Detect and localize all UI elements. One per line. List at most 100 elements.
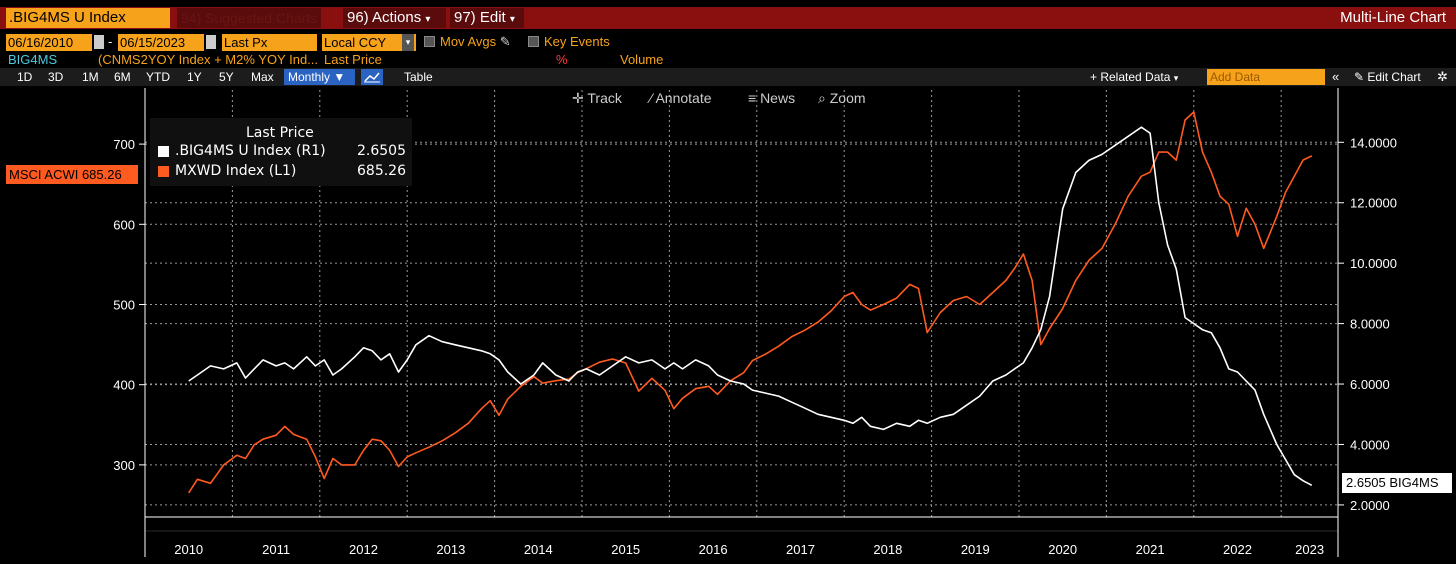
legend-swatch-big4ms (158, 146, 169, 157)
mov-avgs-toggle[interactable]: Mov Avgs ✎ (424, 34, 511, 50)
chevron-down-icon: ▾ (425, 14, 431, 25)
table-button[interactable]: Table (404, 70, 433, 84)
field-selector[interactable]: Last Px (222, 34, 317, 51)
x-tick-label: 2014 (524, 542, 553, 557)
series-lines (188, 111, 1313, 494)
currency-selector[interactable]: Local CCY ▾ (322, 34, 416, 51)
x-tick-label: 2021 (1136, 542, 1165, 557)
legend-value-big4ms: 2.6505 (357, 143, 406, 159)
edit-label: 97) Edit (454, 9, 506, 26)
collapse-icon[interactable]: « (1332, 69, 1340, 84)
period-ytd[interactable]: YTD (146, 70, 170, 84)
series-field[interactable]: Last Price (324, 52, 382, 67)
x-tick-label: 2011 (262, 542, 290, 557)
edit-chart-label: Edit Chart (1367, 70, 1421, 84)
left-tick-label: 600 (113, 217, 135, 232)
x-tick-label: 2019 (961, 542, 990, 557)
actions-menu[interactable]: 96) Actions ▾ (343, 8, 446, 28)
zoom-button[interactable]: ⌕ Zoom (818, 90, 866, 107)
x-tick-label: 2018 (873, 542, 902, 557)
zoom-label: Zoom (829, 90, 866, 106)
track-label: Track (587, 90, 622, 106)
period-1y[interactable]: 1Y (187, 70, 202, 84)
right-tick-label: 12.0000 (1350, 196, 1397, 211)
chart-legend[interactable]: Last Price .BIG4MS U Index (R1) 2.6505 M… (150, 118, 412, 186)
related-data-button[interactable]: + Related Data ▾ (1090, 68, 1178, 86)
legend-swatch-mxwd (158, 166, 169, 177)
left-tick-label: 400 (113, 378, 135, 393)
period-1d[interactable]: 1D (17, 70, 33, 84)
tick-labels: 2010 2011 2012 2013 2014 2015 2016 2017 2018 2019… (113, 135, 1397, 557)
legend-label-mxwd: MXWD Index (L1) (175, 163, 297, 179)
series-name[interactable]: BIG4MS (8, 52, 58, 67)
chevron-down-icon: ▼ (333, 70, 346, 84)
calendar-icon[interactable] (206, 35, 216, 49)
x-tick-label: 2016 (699, 542, 728, 557)
big4ms-last-value-flag: 2.6505 BIG4MS (1342, 473, 1452, 493)
right-tick-label: 14.0000 (1350, 135, 1397, 150)
ticker-input[interactable]: .BIG4MS U Index (6, 8, 170, 28)
right-tick-label: 8.0000 (1350, 317, 1390, 332)
right-tick-label: 6.0000 (1350, 377, 1390, 392)
left-tick-label: 300 (113, 458, 135, 473)
period-5y[interactable]: 5Y (219, 70, 234, 84)
news-button[interactable]: ≡ News (748, 90, 795, 106)
calendar-icon[interactable] (94, 35, 104, 49)
currency-label: Local CCY (324, 35, 387, 50)
start-date-field[interactable]: 06/16/2010 (6, 34, 92, 51)
actions-label: 96) Actions (347, 9, 422, 26)
add-data-input[interactable]: Add Data (1207, 69, 1325, 85)
chevron-down-icon: ▾ (402, 34, 414, 51)
line-chart-icon[interactable] (361, 69, 383, 85)
axes (139, 88, 1344, 557)
x-tick-label: 2022 (1223, 542, 1252, 557)
checkbox-icon (424, 36, 435, 47)
news-icon: ≡ (748, 90, 757, 106)
x-tick-label: 2010 (174, 542, 203, 557)
frequency-selector[interactable]: Monthly ▼ (284, 69, 355, 85)
track-button[interactable]: ✛ Track (572, 90, 622, 107)
right-tick-label: 10.0000 (1350, 256, 1397, 271)
annotate-button[interactable]: ⁄ Annotate (650, 90, 712, 106)
x-tick-label: 2015 (611, 542, 640, 557)
period-3d[interactable]: 3D (48, 70, 64, 84)
suggested-charts-button[interactable]: 94) Suggested Charts (177, 8, 322, 28)
legend-title: Last Price (246, 125, 314, 141)
right-tick-label: 4.0000 (1350, 437, 1390, 452)
end-date-field[interactable]: 06/15/2023 (118, 34, 204, 51)
checkbox-icon (528, 36, 539, 47)
series-volume[interactable]: Volume (620, 52, 664, 67)
series-formula[interactable]: (CNMS2YOY Index + M2% YOY Ind... (98, 52, 319, 67)
x-tick-label: 2023 (1295, 542, 1324, 557)
frequency-label: Monthly (288, 70, 331, 84)
series-line-mxwd (188, 111, 1313, 494)
crosshair-icon: ✛ (572, 90, 584, 106)
period-max[interactable]: Max (251, 70, 274, 84)
period-1m[interactable]: 1M (82, 70, 99, 84)
legend-value-mxwd: 685.26 (357, 163, 406, 179)
x-tick-label: 2020 (1048, 542, 1077, 557)
edit-chart-button[interactable]: ✎ Edit Chart (1354, 68, 1421, 86)
annotate-label: Annotate (655, 90, 712, 106)
x-tick-label: 2012 (349, 542, 378, 557)
edit-menu[interactable]: 97) Edit ▾ (450, 8, 524, 28)
search-icon: ⌕ (818, 90, 826, 106)
top-strip (0, 0, 1456, 7)
chevron-down-icon: ▾ (509, 14, 515, 25)
key-events-toggle[interactable]: Key Events (528, 34, 610, 49)
pencil-icon: ✎ (1354, 70, 1365, 84)
period-6m[interactable]: 6M (114, 70, 131, 84)
related-data-label: + Related Data (1090, 70, 1171, 84)
left-tick-label: 500 (113, 297, 135, 312)
pencil-icon: ✎ (499, 34, 511, 49)
mov-avgs-label: Mov Avgs (440, 34, 497, 49)
legend-label-big4ms: .BIG4MS U Index (R1) (175, 143, 326, 159)
line-chart-glyph (364, 72, 380, 83)
key-events-label: Key Events (544, 34, 610, 49)
gear-icon[interactable]: ✲ (1437, 69, 1448, 84)
series-percent[interactable]: % (556, 52, 568, 67)
chevron-down-icon: ▾ (1173, 73, 1179, 83)
series-line-big4ms (188, 126, 1313, 487)
left-tick-label: 700 (113, 137, 135, 152)
right-tick-label: 2.0000 (1350, 498, 1390, 513)
